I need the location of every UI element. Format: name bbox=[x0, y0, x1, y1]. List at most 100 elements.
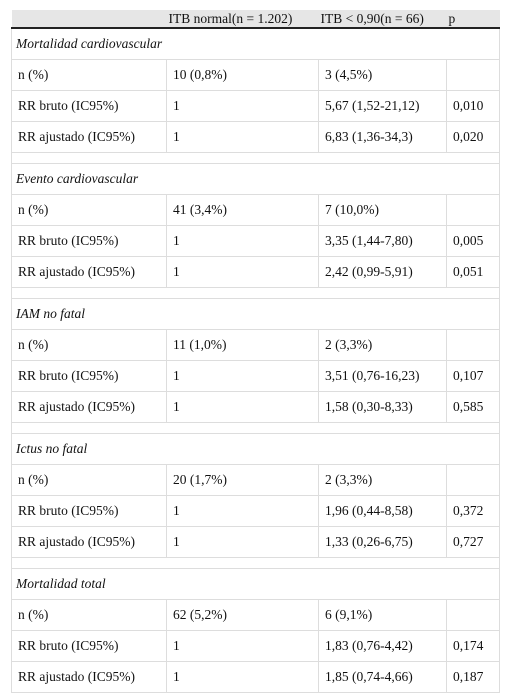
data-cell: 0,174 bbox=[446, 630, 500, 662]
header-cell: ITB < 0,90(n = 66) bbox=[318, 10, 447, 29]
data-cell: 1 bbox=[166, 90, 319, 122]
table-body: Mortalidad cardiovascular n (%) 10 (0,8%) 3… bbox=[11, 27, 500, 693]
data-cell: 0,187 bbox=[446, 661, 500, 693]
data-cell: 0,020 bbox=[446, 121, 500, 153]
row-label: RR ajustado (IC95%) bbox=[11, 121, 167, 153]
section-row: Mortalidad total bbox=[11, 568, 500, 600]
row-label: RR bruto (IC95%) bbox=[11, 495, 167, 527]
data-cell: 0,051 bbox=[446, 256, 500, 288]
data-cell: 2 (3,3%) bbox=[318, 464, 447, 496]
header-cell: p bbox=[446, 10, 500, 29]
data-cell: 1 bbox=[166, 225, 319, 257]
row-label: n (%) bbox=[11, 194, 167, 226]
section-title: IAM no fatal bbox=[11, 298, 500, 330]
spacer-row bbox=[11, 557, 500, 569]
data-cell: 11 (1,0%) bbox=[166, 329, 319, 361]
spacer-cell bbox=[11, 557, 500, 569]
data-cell: 0,107 bbox=[446, 360, 500, 392]
row-label: n (%) bbox=[11, 599, 167, 631]
results-table: ITB normal(n = 1.202) ITB < 0,90(n = 66)… bbox=[11, 10, 500, 693]
header-cell bbox=[11, 10, 167, 29]
data-cell: 1 bbox=[166, 526, 319, 558]
data-row: RR bruto (IC95%) 1 5,67 (1,52-21,12) 0,010 bbox=[11, 90, 500, 122]
data-cell: 41 (3,4%) bbox=[166, 194, 319, 226]
spacer-row bbox=[11, 152, 500, 164]
section-row: Ictus no fatal bbox=[11, 433, 500, 465]
data-cell: 7 (10,0%) bbox=[318, 194, 447, 226]
data-row: RR bruto (IC95%) 1 3,35 (1,44-7,80) 0,005 bbox=[11, 225, 500, 257]
data-row: RR ajustado (IC95%) 1 1,33 (0,26-6,75) 0,72… bbox=[11, 526, 500, 558]
empty-cell bbox=[446, 599, 500, 631]
table-header: ITB normal(n = 1.202) ITB < 0,90(n = 66)… bbox=[11, 10, 500, 29]
data-cell: 6 (9,1%) bbox=[318, 599, 447, 631]
row-label: RR ajustado (IC95%) bbox=[11, 256, 167, 288]
data-row: RR ajustado (IC95%) 1 6,83 (1,36-34,3) 0,02… bbox=[11, 121, 500, 153]
section-title: Evento cardiovascular bbox=[11, 163, 500, 195]
data-cell: 2,42 (0,99-5,91) bbox=[318, 256, 447, 288]
data-cell: 6,83 (1,36-34,3) bbox=[318, 121, 447, 153]
data-cell: 3,51 (0,76-16,23) bbox=[318, 360, 447, 392]
data-row: RR bruto (IC95%) 1 1,96 (0,44-8,58) 0,372 bbox=[11, 495, 500, 527]
row-label: RR bruto (IC95%) bbox=[11, 630, 167, 662]
data-cell: 1 bbox=[166, 391, 319, 423]
data-cell: 1 bbox=[166, 630, 319, 662]
spacer-row bbox=[11, 422, 500, 434]
data-cell: 0,372 bbox=[446, 495, 500, 527]
data-cell: 1,83 (0,76-4,42) bbox=[318, 630, 447, 662]
section-title: Mortalidad total bbox=[11, 568, 500, 600]
data-row: RR bruto (IC95%) 1 1,83 (0,76-4,42) 0,174 bbox=[11, 630, 500, 662]
empty-cell bbox=[446, 464, 500, 496]
data-row: RR bruto (IC95%) 1 3,51 (0,76-16,23) 0,107 bbox=[11, 360, 500, 392]
row-label: RR bruto (IC95%) bbox=[11, 90, 167, 122]
section-row: Mortalidad cardiovascular bbox=[11, 27, 500, 60]
section-title: Mortalidad cardiovascular bbox=[11, 27, 500, 60]
data-cell: 2 (3,3%) bbox=[318, 329, 447, 361]
data-row: n (%) 20 (1,7%) 2 (3,3%) bbox=[11, 464, 500, 496]
spacer-row bbox=[11, 287, 500, 299]
row-label: n (%) bbox=[11, 464, 167, 496]
spacer-cell bbox=[11, 287, 500, 299]
row-label: RR ajustado (IC95%) bbox=[11, 526, 167, 558]
section-row: Evento cardiovascular bbox=[11, 163, 500, 195]
data-cell: 0,005 bbox=[446, 225, 500, 257]
data-cell: 1,85 (0,74-4,66) bbox=[318, 661, 447, 693]
header-row: ITB normal(n = 1.202) ITB < 0,90(n = 66)… bbox=[11, 10, 500, 29]
data-cell: 0,727 bbox=[446, 526, 500, 558]
data-cell: 1,33 (0,26-6,75) bbox=[318, 526, 447, 558]
data-cell: 1,58 (0,30-8,33) bbox=[318, 391, 447, 423]
data-row: n (%) 62 (5,2%) 6 (9,1%) bbox=[11, 599, 500, 631]
data-cell: 1 bbox=[166, 360, 319, 392]
data-cell: 1 bbox=[166, 256, 319, 288]
header-cell: ITB normal(n = 1.202) bbox=[166, 10, 319, 29]
data-cell: 62 (5,2%) bbox=[166, 599, 319, 631]
data-row: n (%) 41 (3,4%) 7 (10,0%) bbox=[11, 194, 500, 226]
data-cell: 5,67 (1,52-21,12) bbox=[318, 90, 447, 122]
data-cell: 1,96 (0,44-8,58) bbox=[318, 495, 447, 527]
data-cell: 0,010 bbox=[446, 90, 500, 122]
row-label: RR bruto (IC95%) bbox=[11, 225, 167, 257]
empty-cell bbox=[446, 59, 500, 91]
data-cell: 1 bbox=[166, 661, 319, 693]
data-row: n (%) 10 (0,8%) 3 (4,5%) bbox=[11, 59, 500, 91]
data-cell: 1 bbox=[166, 495, 319, 527]
data-cell: 1 bbox=[166, 121, 319, 153]
row-label: n (%) bbox=[11, 329, 167, 361]
row-label: n (%) bbox=[11, 59, 167, 91]
data-row: n (%) 11 (1,0%) 2 (3,3%) bbox=[11, 329, 500, 361]
empty-cell bbox=[446, 194, 500, 226]
data-cell: 3 (4,5%) bbox=[318, 59, 447, 91]
data-cell: 20 (1,7%) bbox=[166, 464, 319, 496]
data-cell: 3,35 (1,44-7,80) bbox=[318, 225, 447, 257]
spacer-cell bbox=[11, 422, 500, 434]
data-row: RR ajustado (IC95%) 1 2,42 (0,99-5,91) 0,05… bbox=[11, 256, 500, 288]
section-row: IAM no fatal bbox=[11, 298, 500, 330]
spacer-cell bbox=[11, 152, 500, 164]
data-row: RR ajustado (IC95%) 1 1,58 (0,30-8,33) 0,58… bbox=[11, 391, 500, 423]
row-label: RR bruto (IC95%) bbox=[11, 360, 167, 392]
data-cell: 10 (0,8%) bbox=[166, 59, 319, 91]
section-title: Ictus no fatal bbox=[11, 433, 500, 465]
row-label: RR ajustado (IC95%) bbox=[11, 391, 167, 423]
data-row: RR ajustado (IC95%) 1 1,85 (0,74-4,66) 0,18… bbox=[11, 661, 500, 693]
data-cell: 0,585 bbox=[446, 391, 500, 423]
